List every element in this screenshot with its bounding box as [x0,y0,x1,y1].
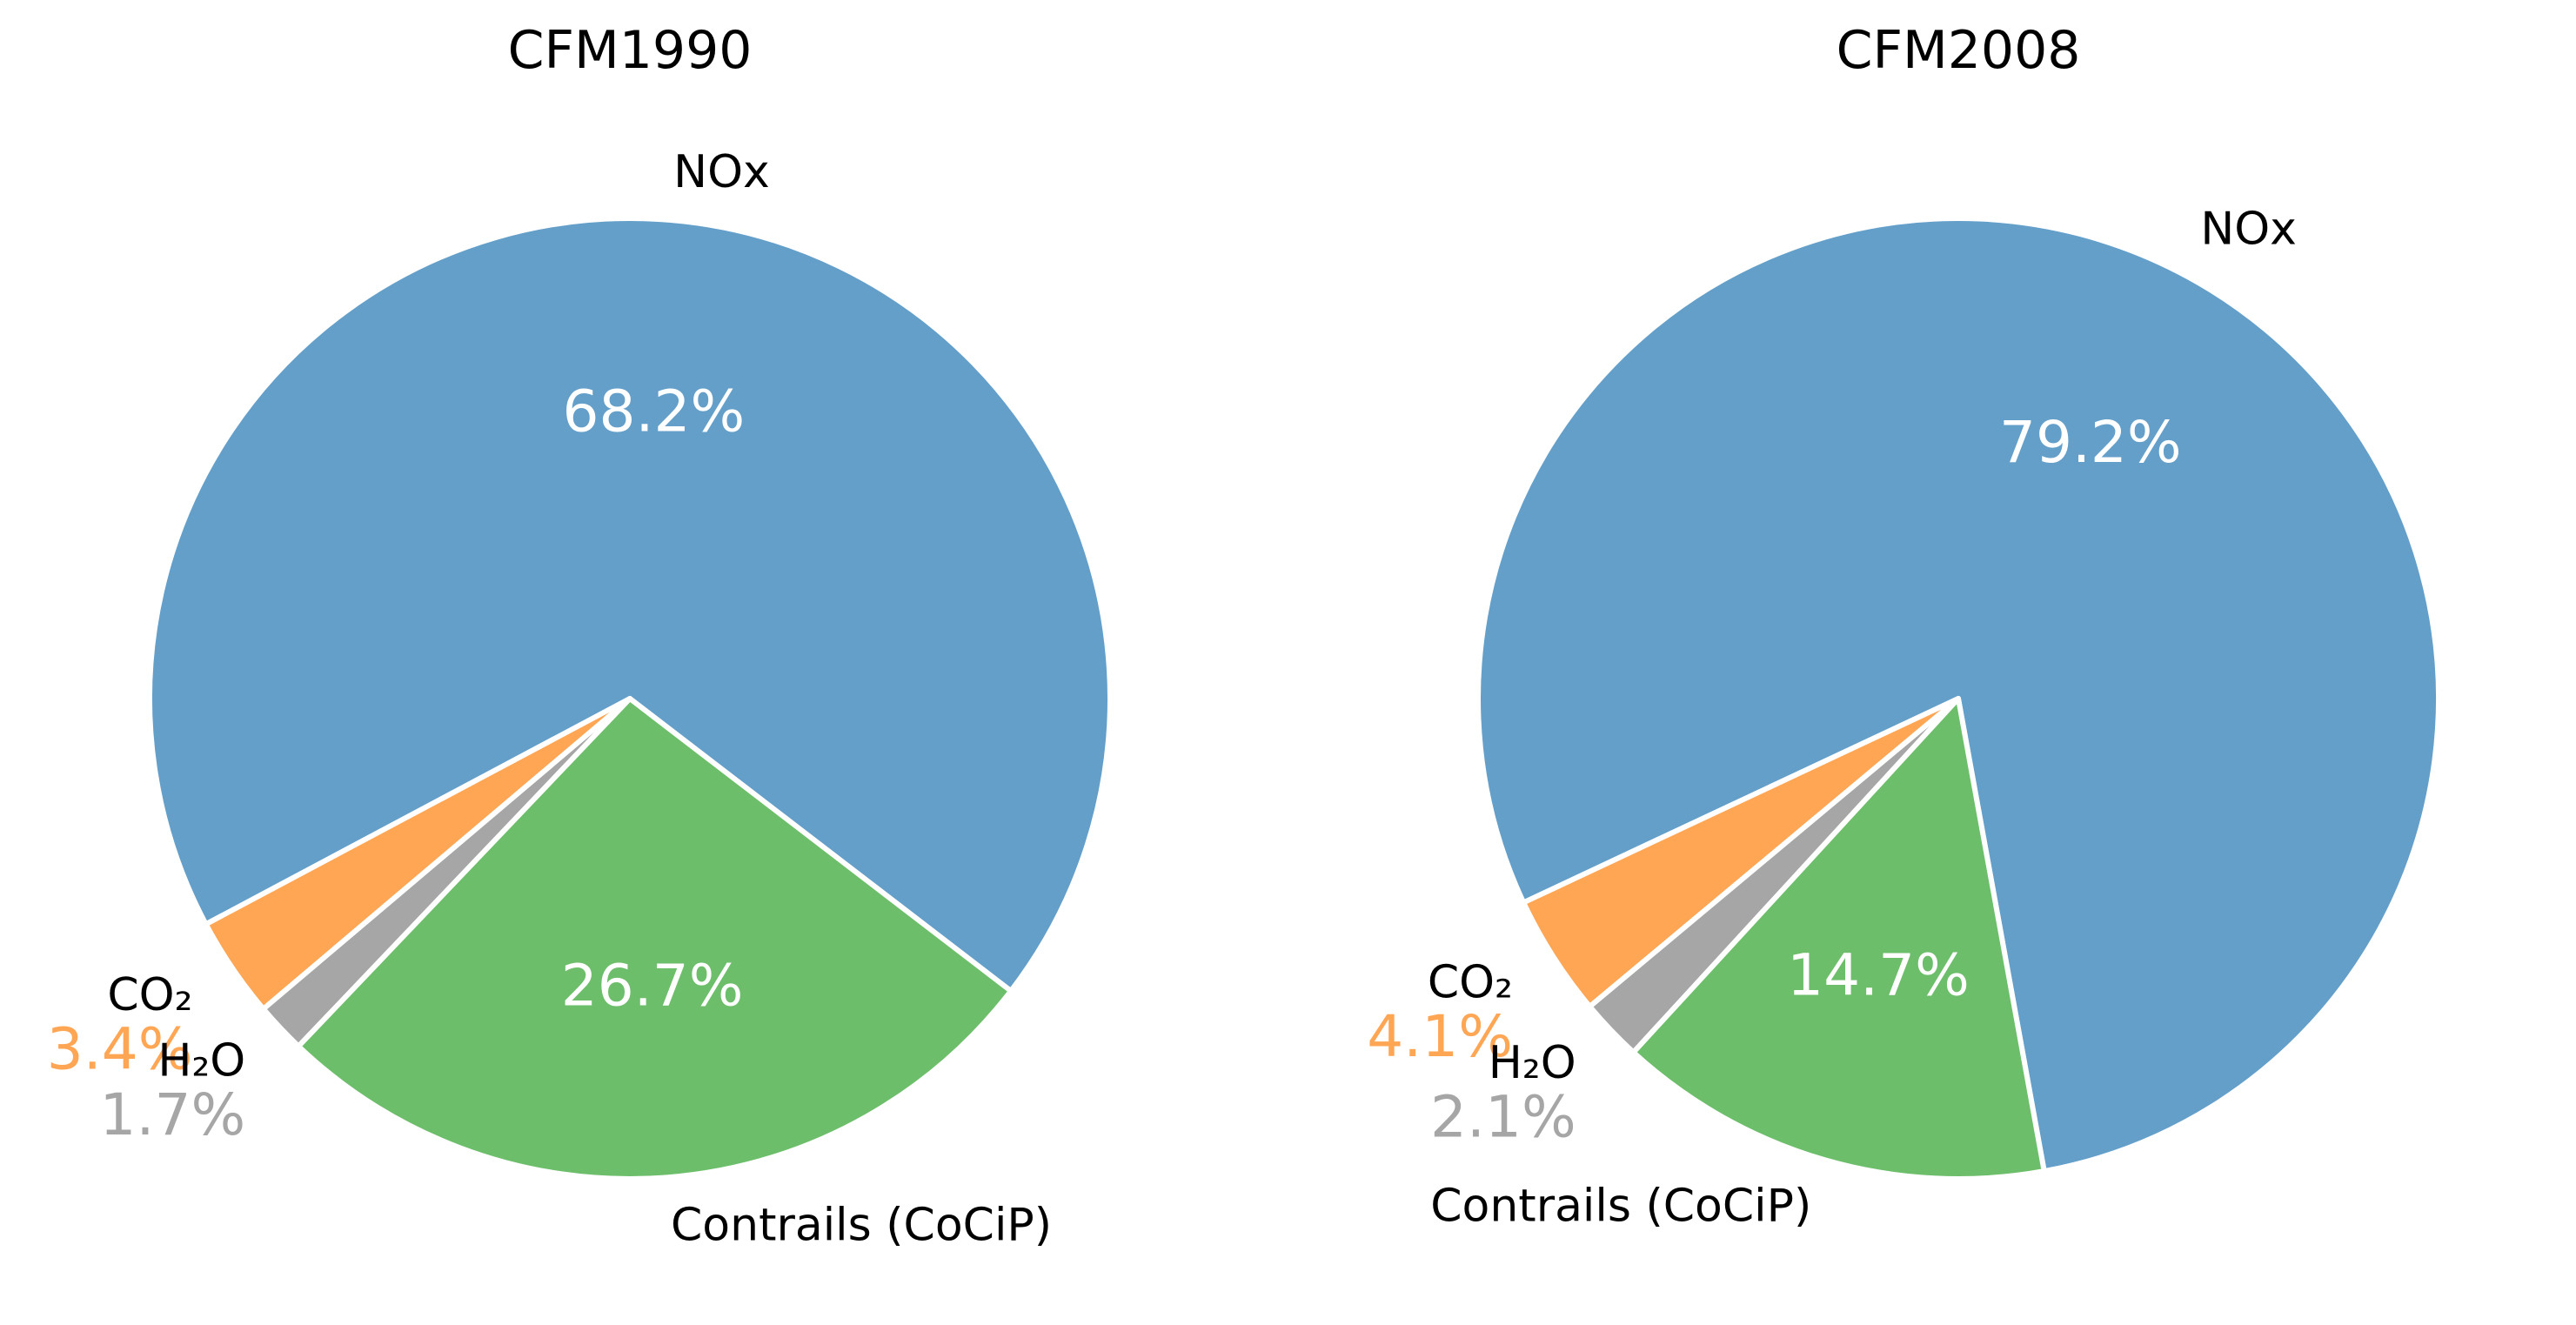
slice-label-h2o: H₂O [1489,1037,1576,1089]
pie-slices [1475,215,2441,1181]
slice-percent-nox: 79.2% [1999,409,2182,476]
slice-label-h2o: H₂O [157,1035,245,1087]
pie-slices [147,216,1113,1181]
slice-label-nox: NOx [673,146,770,198]
pie-slice-nox [147,216,1113,994]
slice-label-contrails-cocip: Contrails (CoCiP) [671,1199,1052,1251]
slice-percent-h2o: 2.1% [1430,1084,1576,1151]
slice-percent-contrails-cocip: 26.7% [561,953,744,1020]
slice-percent-h2o: 1.7% [100,1081,246,1148]
pie-slice-contrails-cocip [1630,696,2047,1181]
slice-label-co2: CO₂ [1428,956,1513,1008]
slice-percent-co2: 4.1% [1367,1003,1513,1070]
pie-slice-nox [1475,215,2441,1174]
slice-label-nox: NOx [2200,203,2297,255]
slice-percent-co2: 3.4% [47,1015,193,1082]
pie-slice-contrails-cocip [296,696,1014,1181]
slice-label-co2: CO₂ [107,969,192,1021]
chart-title: CFM2008 [1837,20,2081,81]
slice-percent-contrails-cocip: 14.7% [1787,942,1970,1009]
slice-percent-nox: 68.2% [563,378,746,445]
slice-label-contrails-cocip: Contrails (CoCiP) [1430,1180,1811,1232]
chart-title: CFM1990 [508,20,753,81]
